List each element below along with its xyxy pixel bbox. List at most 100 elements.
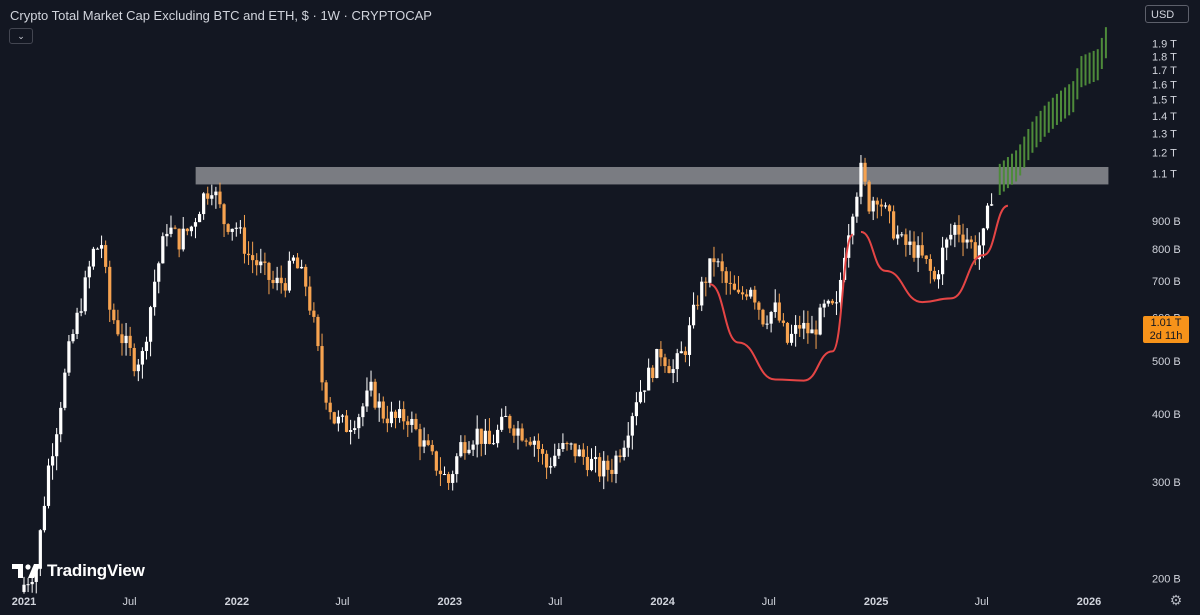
candle-body: [38, 530, 42, 569]
candle-body: [630, 416, 634, 436]
candle-body: [365, 390, 369, 407]
candle-body: [393, 411, 398, 418]
candle-body: [422, 440, 426, 447]
x-tick-label: 2022: [225, 596, 249, 608]
candle-body: [667, 366, 671, 373]
candle-body: [663, 357, 667, 367]
candle-body: [904, 234, 908, 245]
candle-body: [989, 204, 994, 206]
candle-body: [42, 505, 47, 531]
candle-body: [659, 349, 663, 358]
x-tick-label: Jul: [548, 596, 562, 608]
candle-body: [55, 434, 59, 457]
candle-body: [71, 333, 75, 342]
candle-body: [353, 428, 357, 431]
candle-body: [838, 279, 843, 303]
candle-body: [128, 335, 132, 348]
currency-selector[interactable]: USD: [1145, 5, 1189, 23]
candle-body: [263, 261, 267, 263]
candle-body: [206, 193, 210, 199]
candle-body: [516, 428, 520, 436]
candle-body: [222, 204, 226, 225]
candle-body: [981, 228, 986, 246]
candle-body: [736, 289, 741, 293]
candle-body: [218, 191, 222, 205]
candle-body: [834, 302, 839, 304]
settings-gear-icon[interactable]: ⚙: [1169, 592, 1183, 608]
candle-body: [34, 568, 38, 582]
candle-body: [753, 289, 757, 303]
candle-body: [794, 325, 798, 334]
candle-body: [434, 451, 438, 471]
candle-body: [720, 261, 724, 272]
bar-countdown: 2d 11h: [1149, 330, 1183, 342]
candle-body: [63, 372, 67, 408]
candle-body: [773, 302, 777, 313]
candle-body: [565, 443, 569, 445]
candle-body: [373, 381, 377, 408]
candle-body: [173, 227, 177, 229]
candle-body: [295, 257, 300, 269]
candle-body: [87, 266, 91, 278]
candle-body: [569, 443, 573, 445]
candle-body: [924, 255, 928, 260]
candle-body: [369, 381, 373, 391]
candle-body: [830, 300, 834, 304]
candle-body: [389, 411, 394, 424]
candle-body: [508, 415, 512, 429]
candle-body: [246, 253, 251, 256]
candle-body: [226, 224, 230, 232]
candle-body: [696, 304, 700, 306]
candle-body: [132, 347, 136, 372]
candle-body: [724, 271, 728, 283]
candle-body: [553, 455, 557, 467]
candle-body: [300, 266, 304, 269]
candle-body: [406, 421, 410, 425]
candle-body: [687, 325, 692, 355]
collapse-legend-button[interactable]: ⌄: [9, 28, 33, 44]
candle-body: [573, 443, 577, 457]
last-price-value: 1.01 T: [1150, 317, 1182, 329]
candle-body: [357, 417, 361, 429]
candle-body: [900, 234, 904, 236]
candle-body: [557, 449, 561, 456]
candle-body: [99, 245, 104, 249]
candle-body: [304, 266, 308, 287]
candle-body: [712, 258, 716, 263]
candle-body: [487, 430, 492, 445]
candle-body: [708, 258, 712, 283]
candle-body: [655, 349, 659, 378]
candle-body: [75, 312, 79, 334]
candle-body: [455, 456, 459, 475]
candle-body: [430, 444, 434, 452]
candle-body: [920, 245, 924, 256]
candle-body: [675, 353, 679, 370]
candle-body: [385, 418, 389, 424]
candle-body: [859, 162, 863, 197]
tradingview-logo[interactable]: TradingView: [12, 561, 145, 581]
candle-body: [124, 335, 128, 344]
candle-body: [883, 205, 888, 207]
candle-body: [969, 239, 973, 243]
candle-body: [95, 248, 100, 250]
candle-body: [953, 224, 957, 235]
y-tick-label: 1.7 T: [1152, 65, 1177, 77]
candle-body: [459, 442, 463, 457]
candle-body: [528, 441, 532, 445]
candle-body: [79, 311, 83, 313]
resistance-zone: [195, 166, 1109, 185]
candle-body: [593, 457, 598, 459]
candle-body: [945, 239, 949, 248]
candle-body: [426, 440, 430, 445]
candle-body: [532, 440, 536, 445]
candle-body: [344, 415, 349, 432]
candle-body: [818, 307, 822, 335]
y-tick-label: 1.2 T: [1152, 148, 1177, 160]
x-tick-label: Jul: [123, 596, 137, 608]
x-tick-label: 2021: [12, 596, 36, 608]
candle-body: [467, 449, 471, 454]
y-tick-label: 1.4 T: [1152, 111, 1177, 123]
candle-body: [691, 304, 696, 326]
